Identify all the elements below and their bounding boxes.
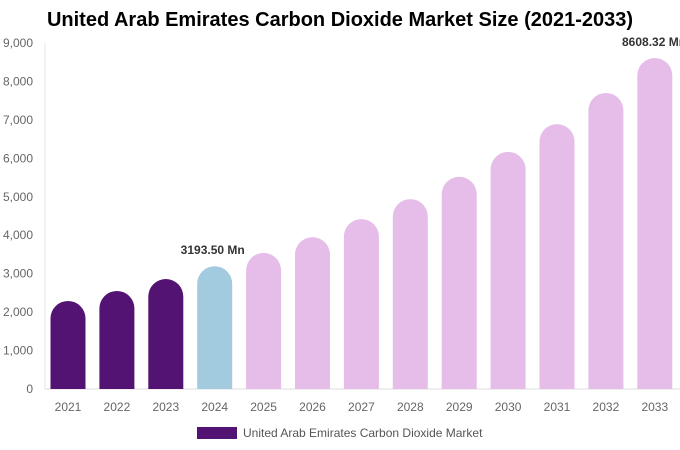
y-tick-label: 6,000 [3, 151, 33, 165]
y-tick-label: 4,000 [3, 228, 33, 242]
bar-2021 [50, 300, 86, 389]
bar-2024 [197, 266, 233, 389]
y-tick-label: 2,000 [3, 305, 33, 319]
bar-2031 [539, 124, 575, 390]
x-tick-label: 2033 [641, 400, 668, 414]
y-tick-label: 1,000 [3, 344, 33, 358]
y-tick-label: 3,000 [3, 267, 33, 281]
x-tick-label: 2023 [152, 400, 179, 414]
bar-2027 [343, 219, 379, 389]
x-tick-label: 2026 [299, 400, 326, 414]
x-tick-label: 2022 [104, 400, 131, 414]
x-tick-label: 2021 [55, 400, 82, 414]
legend-label: United Arab Emirates Carbon Dioxide Mark… [243, 426, 483, 440]
bar-2023 [148, 279, 184, 389]
data-label: 3193.50 Mn [181, 243, 245, 257]
x-tick-label: 2030 [495, 400, 522, 414]
x-tick-label: 2024 [201, 400, 228, 414]
chart-title: United Arab Emirates Carbon Dioxide Mark… [46, 9, 634, 31]
legend: United Arab Emirates Carbon Dioxide Mark… [197, 426, 482, 440]
data-label: 8608.32 Mn [622, 35, 680, 49]
y-tick-label: 5,000 [3, 190, 33, 204]
bar-2028 [392, 199, 428, 389]
x-tick-label: 2028 [397, 400, 424, 414]
x-tick-label: 2031 [544, 400, 571, 414]
bar-2025 [246, 252, 282, 389]
y-tick-label: 0 [26, 382, 33, 396]
bar-2032 [588, 92, 624, 389]
bar-2026 [295, 237, 330, 389]
x-tick-label: 2027 [348, 400, 375, 414]
legend-swatch [197, 427, 237, 439]
y-tick-label: 8,000 [3, 74, 33, 88]
y-tick-label: 9,000 [3, 36, 33, 50]
bar-2033 [637, 58, 673, 389]
x-tick-label: 2025 [250, 400, 277, 414]
bar-2030 [490, 151, 526, 389]
bar-2022 [99, 290, 135, 389]
x-tick-label: 2029 [446, 400, 473, 414]
bar-2029 [441, 176, 477, 389]
y-tick-label: 7,000 [3, 113, 33, 127]
x-tick-label: 2032 [593, 400, 620, 414]
